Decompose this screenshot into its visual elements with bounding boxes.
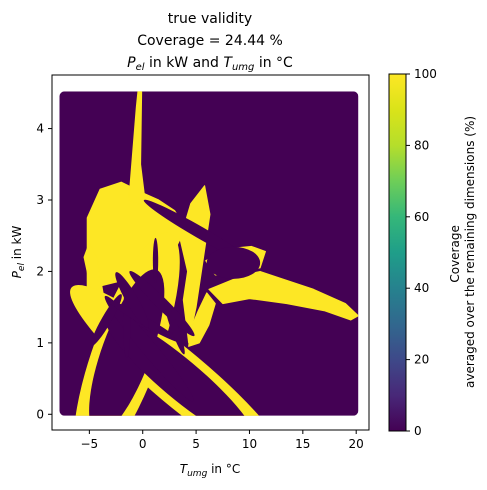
x-label-rest: in °C xyxy=(207,462,240,476)
colorbar-tick-label: 20 xyxy=(414,353,429,367)
title-t-subscript: umg xyxy=(232,62,254,73)
colorbar-tick-label: 40 xyxy=(414,281,429,295)
chart-title-line2: Coverage = 24.44 % xyxy=(137,33,283,49)
colorbar-label-line2: averaged over the remaining dimensions (… xyxy=(463,116,477,388)
x-axis-ticks: −5 0 5 10 15 20 xyxy=(81,430,364,451)
y-tick-label: 0 xyxy=(36,407,44,421)
colorbar-label-line1: Coverage xyxy=(448,225,462,283)
y-tick-label: 1 xyxy=(36,336,44,350)
y-tick-label: 4 xyxy=(36,122,44,136)
colorbar-label: Coverage averaged over the remaining dim… xyxy=(448,116,477,388)
y-tick-label: 3 xyxy=(36,193,44,207)
colorbar-tick-label: 0 xyxy=(414,424,422,438)
invalid-region-11 xyxy=(153,238,158,284)
x-axis-label: Tumg in °C xyxy=(180,462,240,479)
title-p-subscript: el xyxy=(136,62,145,73)
plot-area xyxy=(52,75,369,490)
x-label-subscript: umg xyxy=(187,469,207,479)
x-tick-label: 15 xyxy=(295,437,310,451)
x-tick-label: 10 xyxy=(242,437,257,451)
colorbar-ticks: 0 20 40 60 80 100 xyxy=(406,67,437,438)
colorbar-tick-label: 60 xyxy=(414,210,429,224)
title-end-text: in °C xyxy=(254,55,293,71)
title-mid-text: in kW and xyxy=(145,55,224,71)
x-tick-label: 20 xyxy=(349,437,364,451)
x-tick-label: 5 xyxy=(192,437,200,451)
chart-title-line1: true validity xyxy=(168,11,252,27)
y-label-rest: in kW xyxy=(10,226,24,264)
y-axis-ticks: 0 1 2 3 4 xyxy=(36,122,52,422)
colorbar xyxy=(389,74,406,431)
x-tick-label: −5 xyxy=(81,437,99,451)
invalid-region-10 xyxy=(207,247,260,279)
chart-title-line3: Pel in kW and Tumg in °C xyxy=(127,55,293,73)
colorbar-tick-label: 80 xyxy=(414,138,429,152)
y-tick-label: 2 xyxy=(36,264,44,278)
colorbar-tick-label: 100 xyxy=(414,67,437,81)
x-tick-label: 0 xyxy=(139,437,147,451)
y-axis-label: Pel in kW xyxy=(10,226,27,279)
